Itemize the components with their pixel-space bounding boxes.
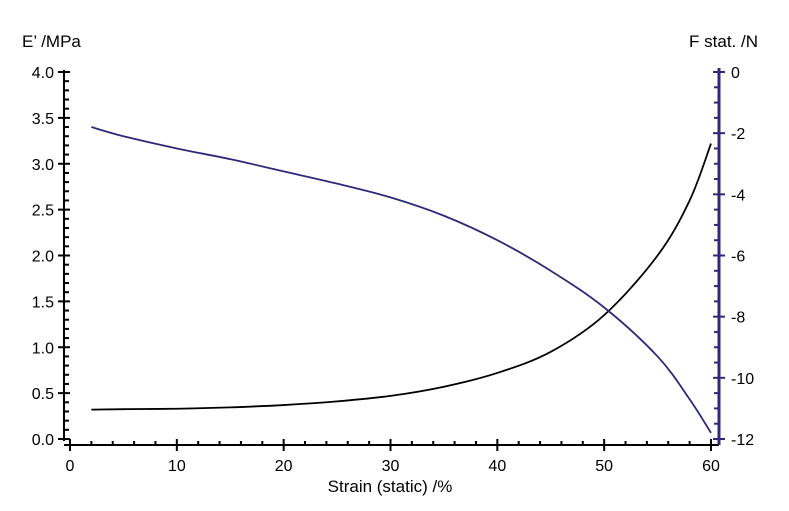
axes-group: 0.0 0.5 1.0 1.5 2.0 2.5 3.0 3.5 4.0 0 -2 -4 -6 -8 -10 -… xyxy=(32,65,754,475)
right-tick-label: 0 xyxy=(731,65,740,82)
x-tick-label: 20 xyxy=(275,458,293,475)
right-tick-label: -4 xyxy=(731,187,745,204)
left-tick-label: 0.5 xyxy=(32,386,54,403)
right-tick-label: -2 xyxy=(731,126,745,143)
left-tick-label: 2.5 xyxy=(32,203,54,220)
right-tick-label: -10 xyxy=(731,371,754,388)
right-tick-label: -8 xyxy=(731,310,745,327)
left-tick-label: 0.0 xyxy=(32,432,54,449)
modulus-series-line xyxy=(91,143,712,411)
left-tick-label: 4.0 xyxy=(32,65,54,82)
left-tick-label: 3.0 xyxy=(32,157,54,174)
left-tick-label: 3.5 xyxy=(32,111,54,128)
x-axis-label: Strain (static) /% xyxy=(328,477,453,496)
x-tick-label: 10 xyxy=(168,458,186,475)
force-series-line xyxy=(91,126,712,434)
left-tick-label: 1.5 xyxy=(32,294,54,311)
series-group xyxy=(91,126,712,434)
left-axis-label: E’ /MPa xyxy=(22,32,81,51)
right-axis-label: F stat. /N xyxy=(689,32,758,51)
right-tick-label: -6 xyxy=(731,249,745,266)
right-tick-label: -12 xyxy=(731,432,754,449)
x-tick-label: 30 xyxy=(382,458,400,475)
x-tick-label: 40 xyxy=(488,458,506,475)
x-tick-label: 0 xyxy=(66,458,75,475)
left-tick-label: 1.0 xyxy=(32,340,54,357)
left-tick-label: 2.0 xyxy=(32,249,54,266)
x-tick-label: 50 xyxy=(595,458,613,475)
x-tick-label: 60 xyxy=(702,458,720,475)
